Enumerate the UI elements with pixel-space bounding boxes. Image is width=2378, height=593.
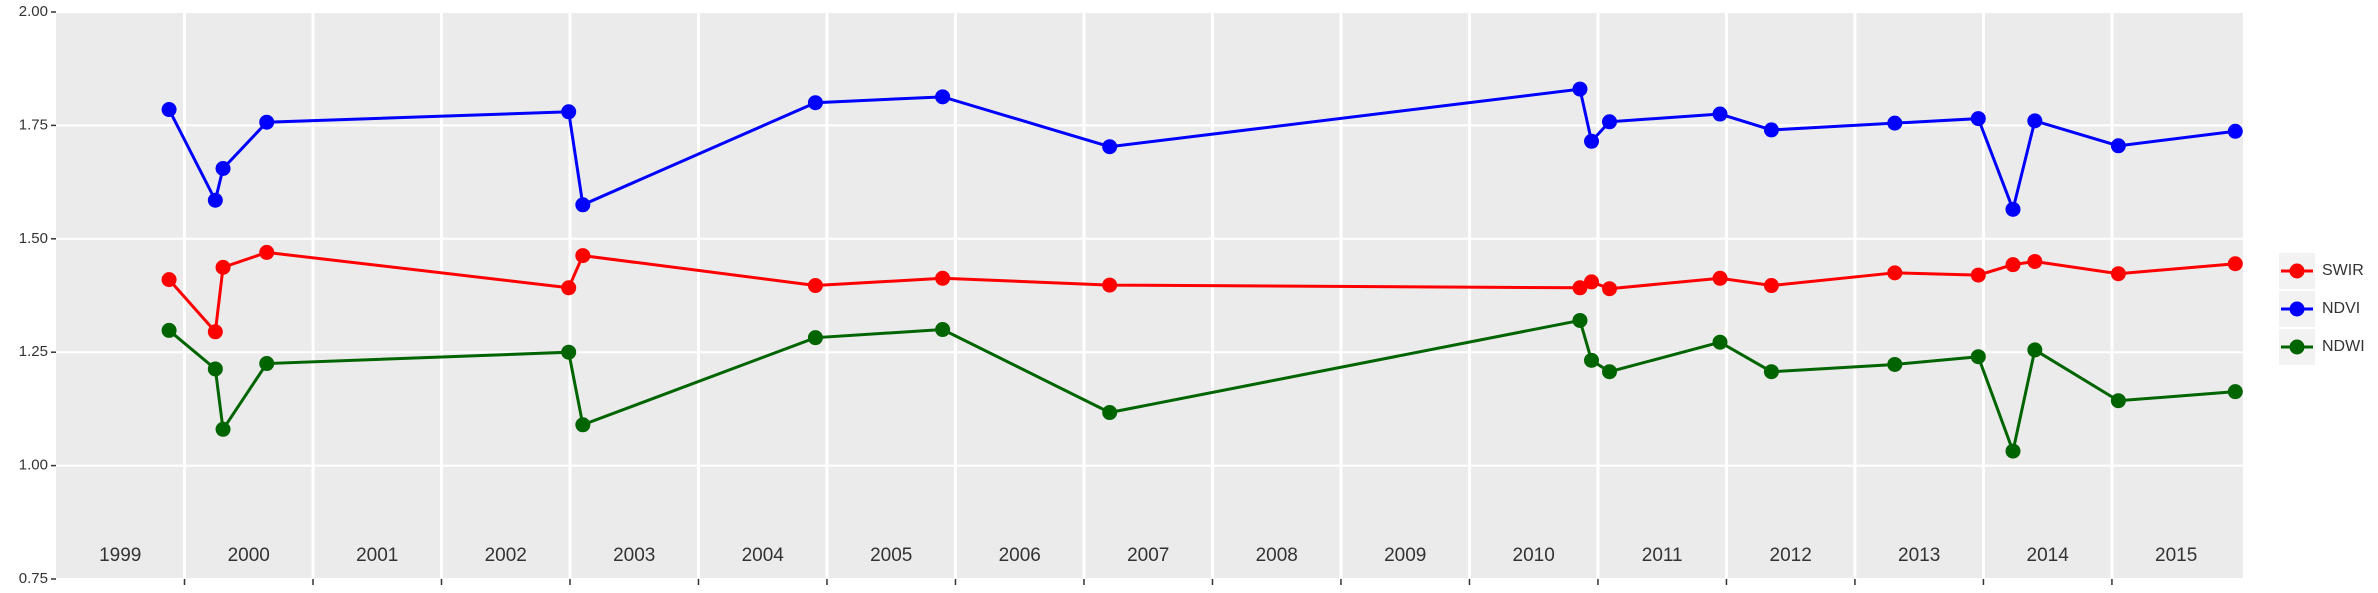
x-tick-label: 2011 [1642, 545, 1683, 566]
y-tick-label: 2.00 [19, 3, 48, 20]
point [1584, 274, 1600, 290]
point [575, 417, 591, 433]
point [1712, 270, 1728, 286]
point [1102, 139, 1118, 155]
x-tick-label: 2010 [1513, 545, 1555, 566]
x-tick-label: 2007 [1127, 545, 1169, 566]
point [259, 244, 275, 260]
x-tick-label: 2012 [1770, 545, 1812, 566]
point [807, 278, 823, 294]
point [2227, 384, 2243, 400]
point [935, 89, 951, 105]
point [561, 104, 577, 120]
point [207, 192, 223, 208]
point [1712, 334, 1728, 350]
legend-label: NDVI [2322, 300, 2360, 317]
x-tick-label: 2015 [2155, 545, 2197, 566]
point [1970, 111, 1986, 127]
point [1970, 267, 1986, 283]
point [1572, 81, 1588, 97]
point [2110, 138, 2126, 154]
legend-point [2289, 339, 2305, 355]
point [1887, 265, 1903, 281]
point [215, 421, 231, 437]
y-tick-label: 1.50 [19, 230, 48, 247]
point [2005, 257, 2021, 273]
x-tick-label: 2001 [356, 545, 398, 566]
point [935, 322, 951, 338]
panel [56, 12, 2243, 579]
point [215, 259, 231, 275]
point [161, 272, 177, 288]
point [1602, 364, 1618, 380]
point [207, 324, 223, 340]
x-tick-label: 1999 [99, 545, 141, 566]
point [2027, 113, 2043, 129]
x-tick-label: 2014 [2027, 545, 2070, 566]
point [575, 248, 591, 264]
point [1887, 356, 1903, 372]
point [561, 344, 577, 360]
x-tick-label: 2006 [999, 545, 1041, 566]
point [1763, 278, 1779, 294]
legend-label: NDWI [2322, 338, 2365, 355]
point [1584, 352, 1600, 368]
point [1102, 277, 1118, 293]
point [259, 356, 275, 372]
y-tick-label: 1.25 [19, 343, 48, 360]
point [1712, 106, 1728, 122]
point [259, 114, 275, 130]
x-tick-label: 2003 [613, 545, 655, 566]
x-tick-label: 2002 [485, 545, 527, 566]
x-tick-label: 2005 [870, 545, 912, 566]
series-line [168, 318, 2236, 457]
legend-point [2289, 301, 2305, 317]
point [807, 95, 823, 111]
point [1584, 133, 1600, 149]
point [2110, 266, 2126, 282]
point [1970, 349, 1986, 365]
y-tick-label: 0.75 [19, 570, 48, 587]
point [1102, 405, 1118, 421]
x-tick-label: 2000 [228, 545, 270, 566]
point [2027, 253, 2043, 269]
point [2005, 443, 2021, 459]
point [1572, 280, 1588, 296]
series-line [167, 87, 2236, 215]
point [215, 160, 231, 176]
point [161, 322, 177, 338]
x-tick-label: 2009 [1384, 545, 1426, 566]
point [575, 197, 591, 213]
point [207, 361, 223, 377]
y-tick-label: 1.75 [19, 116, 48, 133]
x-tick-label: 2004 [742, 545, 785, 566]
point [2227, 256, 2243, 272]
y-tick-label: 1.00 [19, 457, 48, 474]
point [1572, 312, 1588, 328]
legend-point [2289, 263, 2305, 279]
point [1887, 115, 1903, 131]
x-tick-label: 2013 [1898, 545, 1940, 566]
point [807, 330, 823, 346]
point [935, 270, 951, 286]
point [161, 102, 177, 118]
point [2110, 393, 2126, 409]
point [561, 280, 577, 296]
point [2227, 123, 2243, 139]
legend-label: SWIR [2322, 262, 2364, 279]
point [1602, 281, 1618, 297]
point [1602, 114, 1618, 130]
x-tick-label: 2008 [1256, 545, 1298, 566]
point [1763, 364, 1779, 380]
point [2005, 201, 2021, 217]
point [2027, 342, 2043, 358]
point [1763, 122, 1779, 138]
